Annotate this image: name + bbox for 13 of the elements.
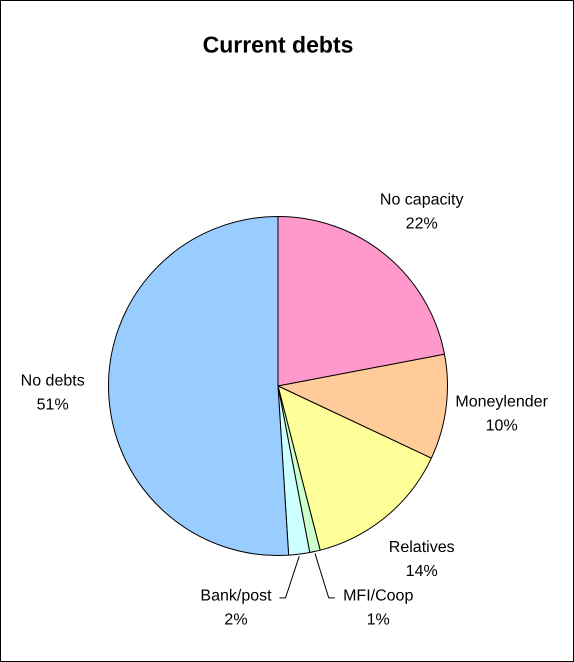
- data-label: 10%: [486, 418, 518, 435]
- slice-label: No capacity: [380, 192, 464, 209]
- data-label: 1%: [366, 611, 390, 628]
- slice-label: Relatives: [388, 539, 455, 556]
- data-label: 14%: [406, 563, 438, 580]
- data-label: 51%: [36, 396, 69, 414]
- chart-title: Current debts: [202, 31, 354, 58]
- slice-label: Moneylender: [455, 394, 549, 411]
- data-label: 2%: [224, 611, 248, 628]
- data-label: 22%: [406, 216, 438, 233]
- slice-label: No debts: [20, 372, 85, 390]
- slice-label: Bank/post: [200, 587, 272, 604]
- slice-label: MFI/Coop: [343, 587, 414, 604]
